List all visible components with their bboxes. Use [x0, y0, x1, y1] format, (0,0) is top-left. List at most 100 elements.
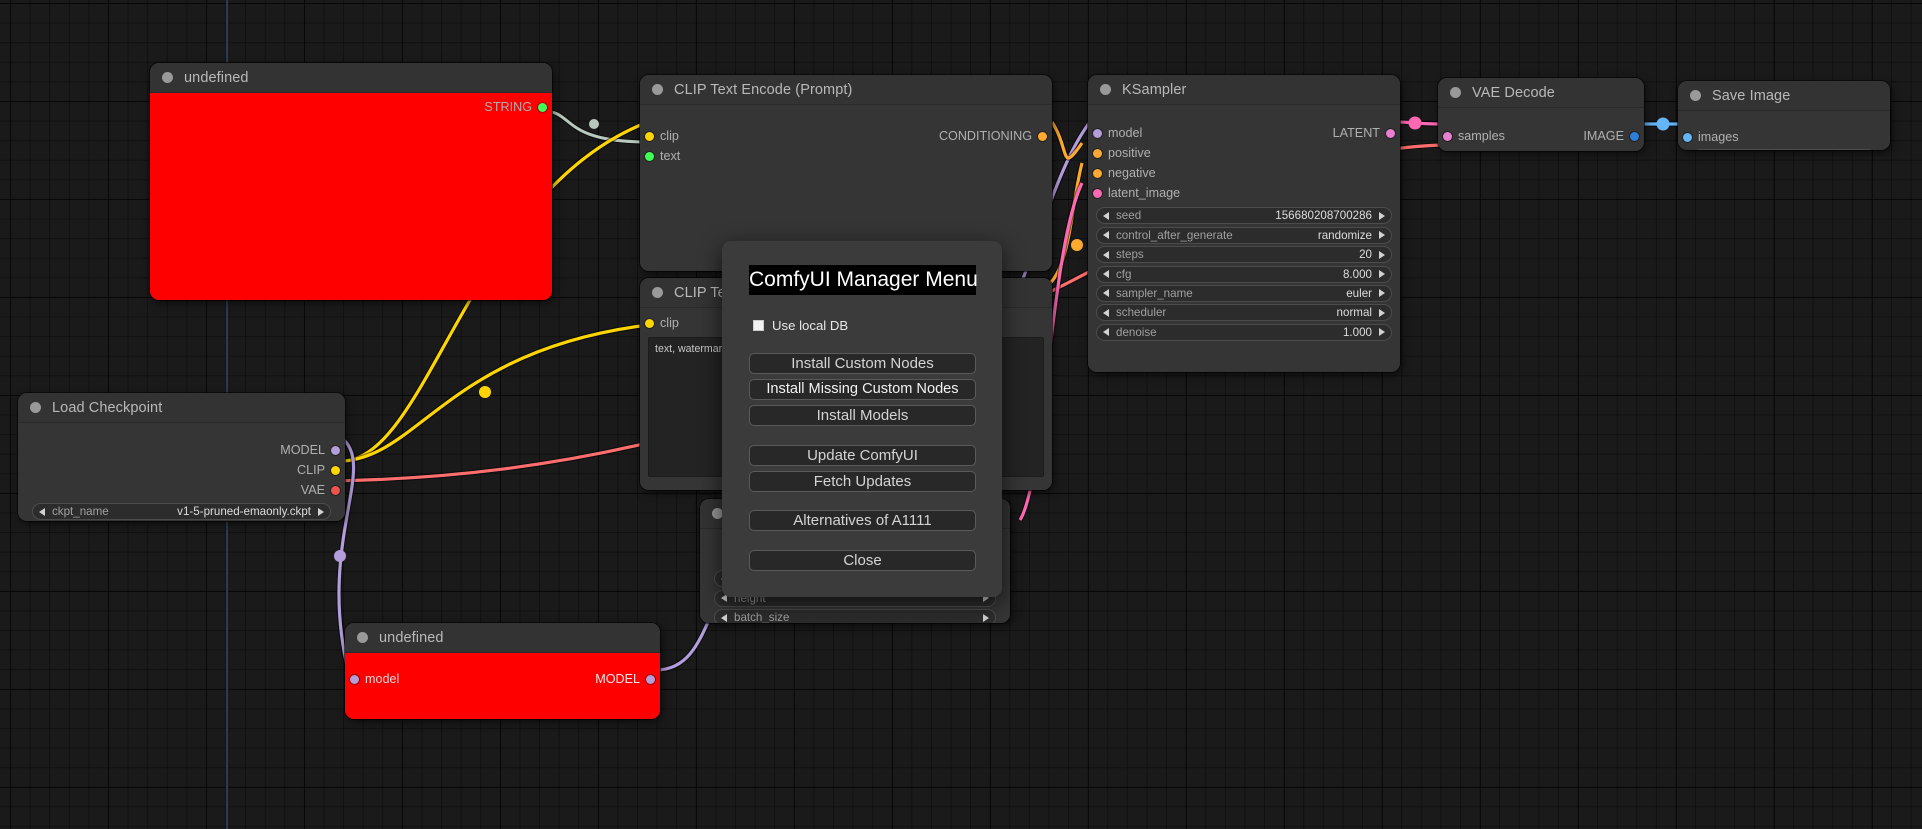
- output-slot-model[interactable]: MODEL: [345, 669, 660, 690]
- output-slot-model[interactable]: MODEL: [18, 440, 345, 461]
- collapse-dot-icon[interactable]: [30, 402, 41, 413]
- widget-scheduler[interactable]: scheduler normal: [1096, 304, 1392, 322]
- output-dot-latent[interactable]: [1386, 128, 1395, 138]
- node-load-checkpoint[interactable]: Load Checkpoint MODEL CLIP VAE ckpt_name…: [18, 393, 345, 521]
- decrement-arrow-icon[interactable]: [39, 507, 45, 516]
- input-dot-clip[interactable]: [645, 318, 654, 328]
- input-slot-clip[interactable]: clip: [640, 126, 1052, 147]
- output-slot-conditioning[interactable]: CONDITIONING: [640, 126, 1052, 147]
- increment-arrow-icon[interactable]: [1379, 250, 1385, 259]
- collapse-dot-icon[interactable]: [1690, 90, 1701, 101]
- increment-arrow-icon[interactable]: [983, 594, 989, 603]
- increment-arrow-icon[interactable]: [1379, 308, 1385, 317]
- node-title-bar[interactable]: undefined: [345, 623, 660, 653]
- output-slot-image[interactable]: IMAGE: [1438, 126, 1644, 147]
- increment-arrow-icon[interactable]: [1379, 211, 1385, 220]
- close-button[interactable]: Close: [749, 550, 976, 571]
- node-vae-decode[interactable]: VAE Decode samples vae IMAGE: [1438, 78, 1644, 151]
- input-slot-model[interactable]: model: [345, 669, 660, 690]
- input-dot-clip[interactable]: [645, 131, 654, 141]
- node-undefined-model[interactable]: undefined model MODEL: [345, 623, 660, 719]
- input-slot-vae[interactable]: vae: [1438, 146, 1644, 151]
- fetch-updates-button[interactable]: Fetch Updates: [749, 471, 976, 492]
- decrement-arrow-icon[interactable]: [721, 613, 727, 622]
- node-title-bar[interactable]: VAE Decode: [1438, 78, 1644, 108]
- input-slot-images[interactable]: images: [1678, 127, 1890, 148]
- use-local-db-checkbox[interactable]: [753, 320, 764, 331]
- input-slot-latent-image[interactable]: latent_image: [1088, 183, 1400, 204]
- output-dot-conditioning[interactable]: [1038, 131, 1047, 141]
- comfyui-manager-dialog[interactable]: ComfyUI Manager Menu Use local DB Instal…: [722, 241, 1002, 597]
- input-slot-clip[interactable]: clip: [640, 312, 1052, 334]
- widget-seed[interactable]: seed 156680208700286: [1096, 207, 1392, 225]
- output-slot-string[interactable]: STRING: [150, 97, 552, 118]
- output-dot-image[interactable]: [1630, 131, 1639, 141]
- output-dot-vae[interactable]: [331, 485, 340, 495]
- node-ksampler[interactable]: KSampler model positive negative latent_…: [1088, 75, 1400, 372]
- increment-arrow-icon[interactable]: [1379, 328, 1385, 337]
- input-dot-model[interactable]: [1093, 128, 1102, 138]
- output-slot-vae[interactable]: VAE: [18, 480, 345, 501]
- collapse-dot-icon[interactable]: [712, 508, 723, 519]
- decrement-arrow-icon[interactable]: [721, 594, 727, 603]
- install-custom-nodes-button[interactable]: Install Custom Nodes: [749, 353, 976, 374]
- node-title-bar[interactable]: Load Checkpoint: [18, 393, 345, 423]
- input-slot-samples[interactable]: samples: [1438, 126, 1644, 147]
- collapse-dot-icon[interactable]: [162, 72, 173, 83]
- decrement-arrow-icon[interactable]: [1103, 250, 1109, 259]
- widget-control-after-generate[interactable]: control_after_generate randomize: [1096, 226, 1392, 244]
- decrement-arrow-icon[interactable]: [1103, 289, 1109, 298]
- alternatives-of-a1111-button[interactable]: Alternatives of A1111: [749, 510, 976, 531]
- use-local-db-row[interactable]: Use local DB: [753, 318, 848, 333]
- decrement-arrow-icon[interactable]: [1103, 308, 1109, 317]
- input-dot-positive[interactable]: [1093, 148, 1102, 158]
- input-dot-images[interactable]: [1683, 132, 1692, 142]
- decrement-arrow-icon[interactable]: [1103, 270, 1109, 279]
- install-models-button[interactable]: Install Models: [749, 405, 976, 426]
- output-dot-clip[interactable]: [331, 465, 340, 475]
- increment-arrow-icon[interactable]: [1379, 289, 1385, 298]
- collapse-dot-icon[interactable]: [652, 287, 663, 298]
- decrement-arrow-icon[interactable]: [1103, 211, 1109, 220]
- collapse-dot-icon[interactable]: [1450, 87, 1461, 98]
- collapse-dot-icon[interactable]: [652, 84, 663, 95]
- install-missing-custom-nodes-button[interactable]: Install Missing Custom Nodes: [749, 379, 976, 400]
- increment-arrow-icon[interactable]: [1379, 270, 1385, 279]
- output-dot-string[interactable]: [538, 102, 547, 112]
- increment-arrow-icon[interactable]: [1379, 231, 1385, 240]
- input-dot-samples[interactable]: [1443, 131, 1452, 141]
- output-slot-clip[interactable]: CLIP: [18, 460, 345, 481]
- input-slot-model[interactable]: model: [1088, 123, 1400, 144]
- input-slot-positive[interactable]: positive: [1088, 143, 1400, 164]
- output-dot-model[interactable]: [646, 674, 655, 684]
- collapse-dot-icon[interactable]: [357, 632, 368, 643]
- node-undefined-string[interactable]: undefined STRING: [150, 63, 552, 300]
- input-dot-latent-image[interactable]: [1093, 188, 1102, 198]
- widget-cfg[interactable]: cfg 8.000: [1096, 265, 1392, 283]
- widget-sampler-name[interactable]: sampler_name euler: [1096, 284, 1392, 302]
- input-slot-text[interactable]: text: [640, 146, 1052, 167]
- node-save-image[interactable]: Save Image images filename_prefix ComfyU…: [1678, 81, 1890, 150]
- input-dot-negative[interactable]: [1093, 168, 1102, 178]
- update-comfyui-button[interactable]: Update ComfyUI: [749, 445, 976, 466]
- node-title-bar[interactable]: undefined: [150, 63, 552, 93]
- decrement-arrow-icon[interactable]: [1103, 231, 1109, 240]
- widget-batch-size[interactable]: batch_size: [714, 609, 996, 623]
- input-dot-text[interactable]: [645, 151, 654, 161]
- widget-steps[interactable]: steps 20: [1096, 246, 1392, 264]
- widget-filename-prefix[interactable]: filename_prefix ComfyUI: [1692, 149, 1876, 150]
- collapse-dot-icon[interactable]: [1100, 84, 1111, 95]
- node-title-bar[interactable]: Save Image: [1678, 81, 1890, 111]
- output-dot-model[interactable]: [331, 445, 340, 455]
- input-dot-model[interactable]: [350, 674, 359, 684]
- widget-denoise[interactable]: denoise 1.000: [1096, 323, 1392, 341]
- node-title-bar[interactable]: KSampler: [1088, 75, 1400, 105]
- decrement-arrow-icon[interactable]: [1103, 328, 1109, 337]
- output-slot-latent[interactable]: LATENT: [1088, 123, 1400, 144]
- increment-arrow-icon[interactable]: [983, 613, 989, 622]
- node-title-bar[interactable]: CLIP Text Encode (Prompt): [640, 75, 1052, 105]
- widget-ckpt-name[interactable]: ckpt_name v1-5-pruned-emaonly.ckpt: [32, 503, 331, 521]
- increment-arrow-icon[interactable]: [318, 507, 324, 516]
- input-slot-negative[interactable]: negative: [1088, 163, 1400, 184]
